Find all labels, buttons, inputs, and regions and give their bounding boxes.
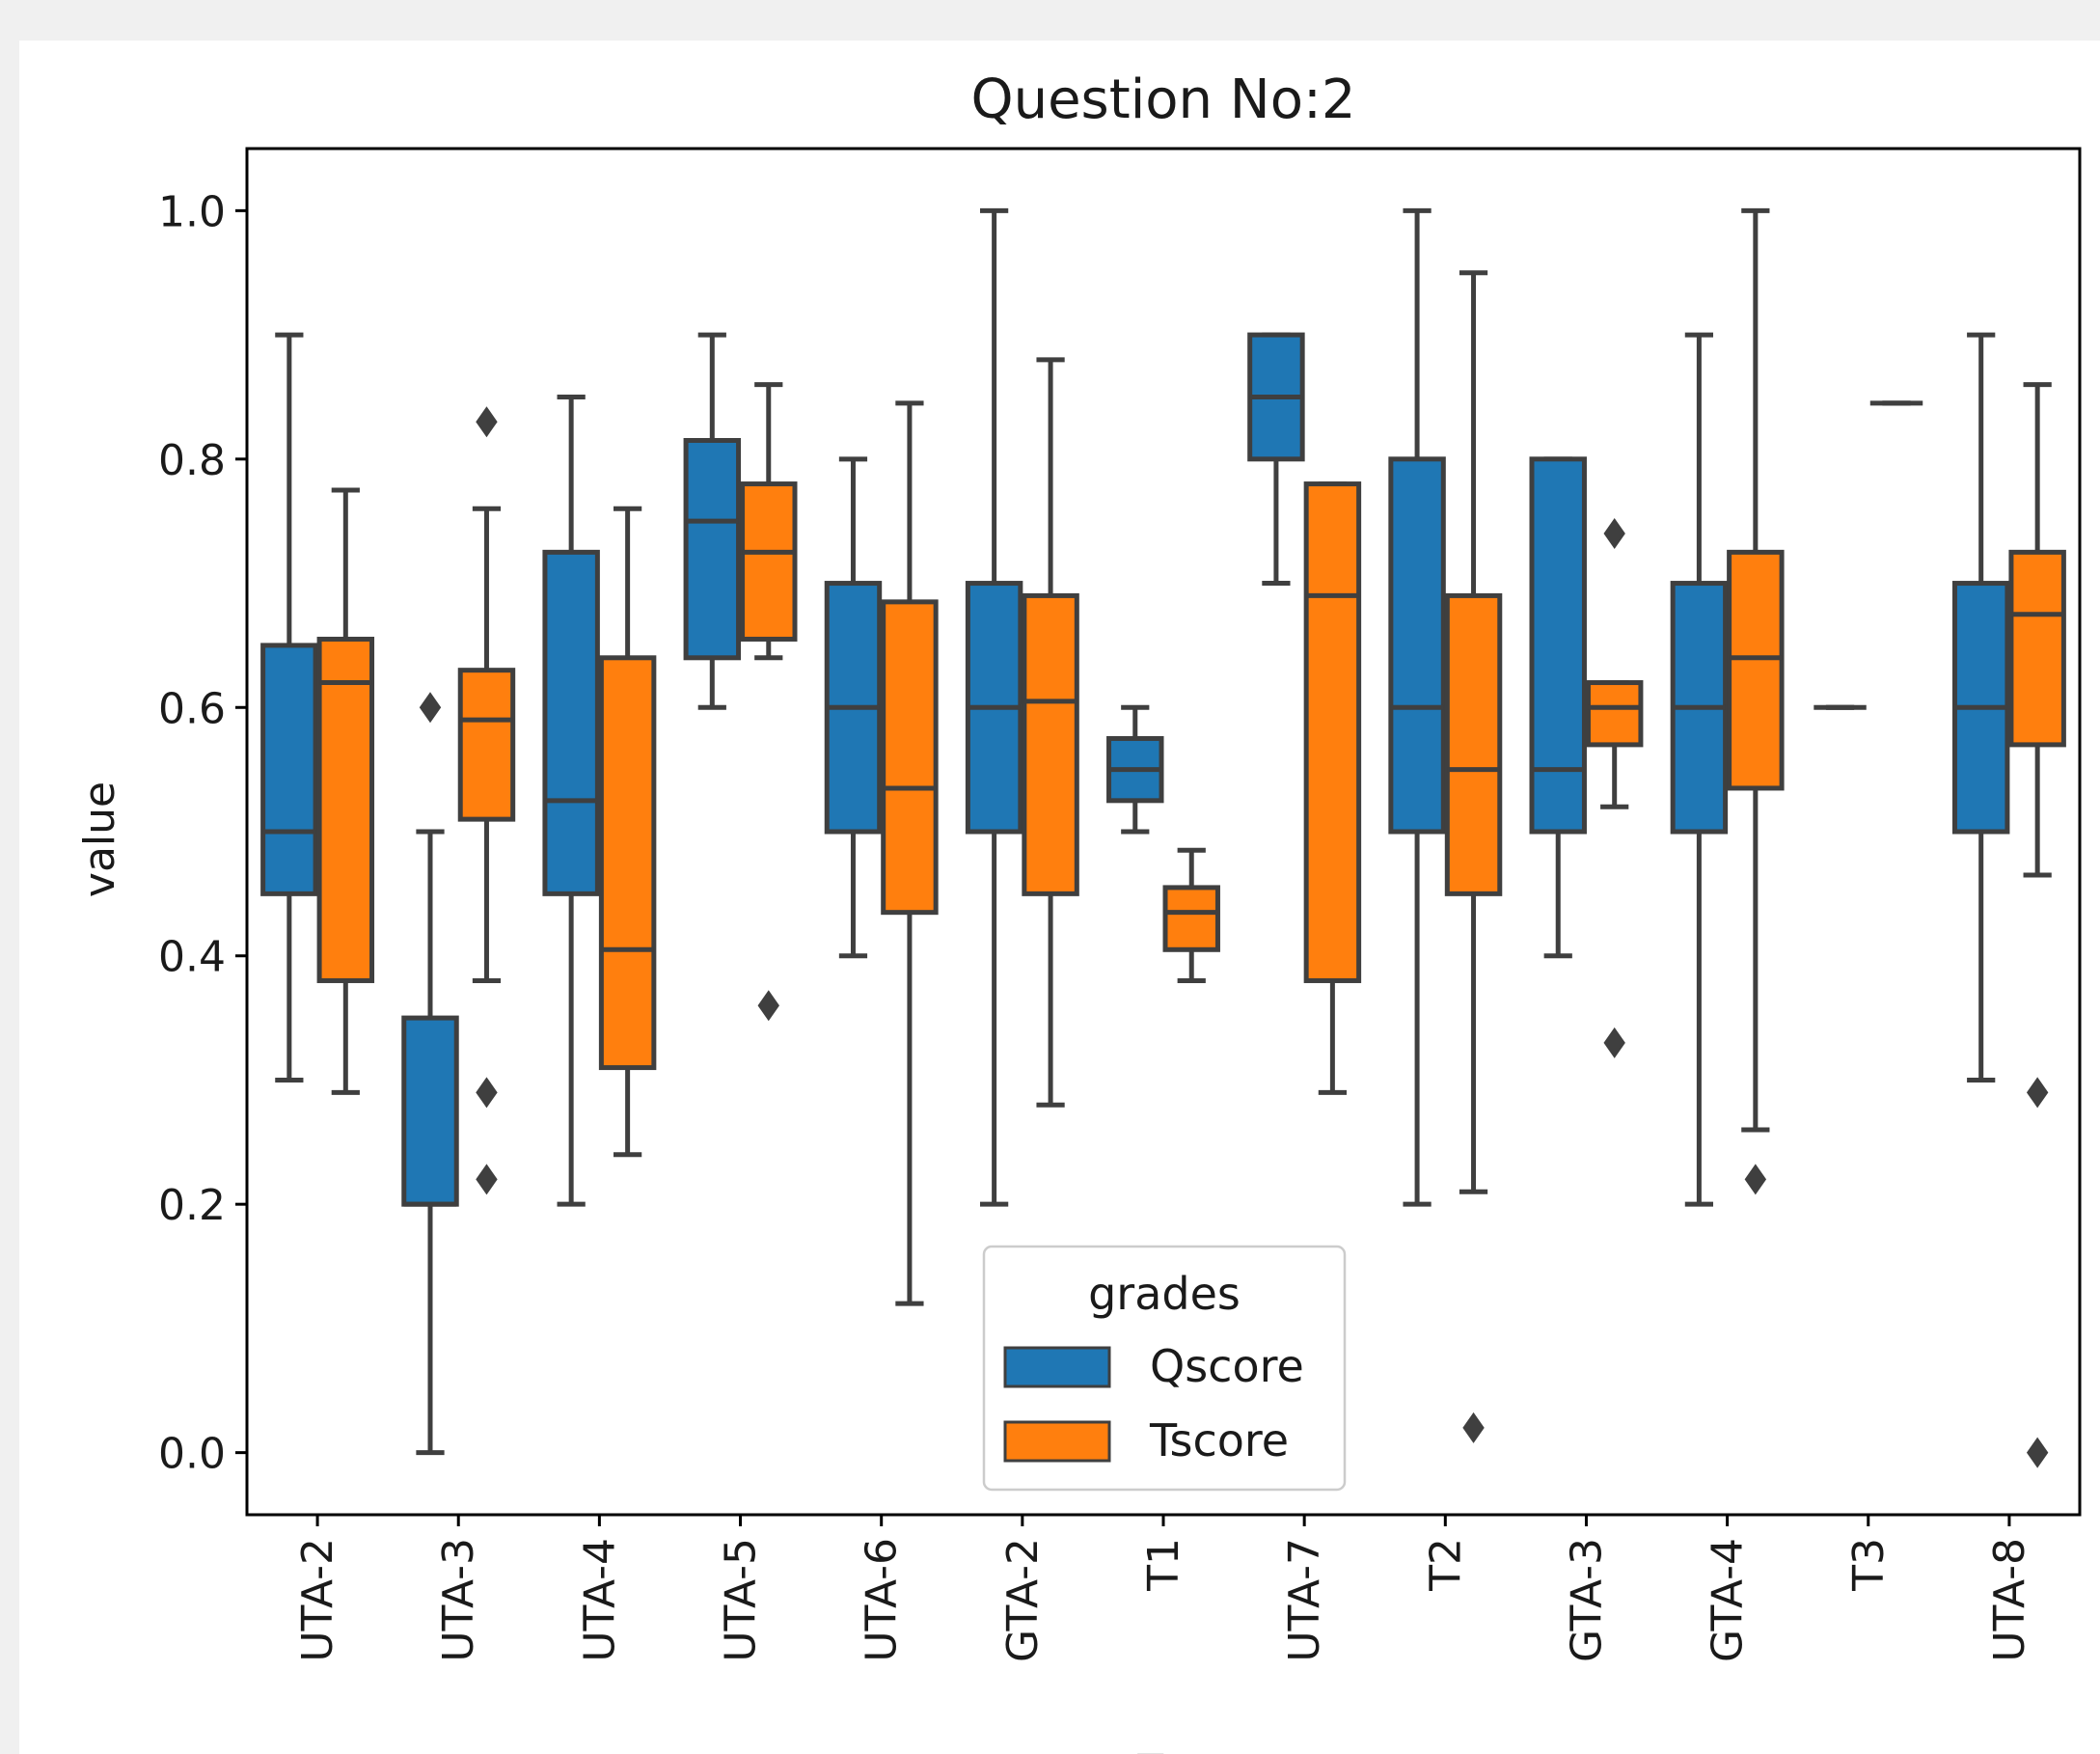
x-tick-label: GTA-4 [1704,1538,1753,1662]
box-qscore-uta-8 [1951,332,2010,1083]
box-tscore-gta-3 [1585,518,1644,1058]
box-iqr [457,668,516,822]
box-iqr [1022,592,1079,896]
x-axis-label: TA [1136,1746,1189,1754]
y-tick-label: 0.6 [158,684,226,733]
box-qscore-uta-3 [401,692,459,1456]
x-axis: UTA-2 UTA-3 UTA-4 UTA-5 UTA-6 GTA-2 T1 UTA-7 T2 G… [293,1515,2034,1662]
box-qscore-t2 [1388,207,1446,1207]
box-iqr [1727,549,1785,791]
box-tscore-uta-4 [598,506,657,1158]
y-tick-label: 1.0 [158,187,226,236]
x-tick-label: T3 [1844,1538,1894,1592]
box-qscore-uta-5 [683,332,742,710]
legend-swatch-qscore [1003,1346,1111,1388]
y-axis: 0.0 0.2 0.4 0.6 0.8 1.0 [158,187,247,1479]
chart-title: Question No:2 [971,69,1356,131]
box-tscore-gta-4 [1727,207,1785,1195]
legend-swatch-tscore [1003,1420,1111,1463]
x-tick-label: GTA-2 [998,1538,1048,1662]
box-tscore-uta-8 [2008,382,2066,1468]
box-iqr [1585,680,1644,748]
x-tick-label: UTA-3 [434,1538,483,1662]
box-tscore-uta-6 [881,400,939,1306]
x-tick-label: T1 [1139,1538,1188,1592]
box-tscore-uta-5 [740,382,798,1022]
x-tick-label: UTA-8 [1985,1538,2034,1662]
box-qscore-gta-4 [1670,332,1729,1207]
figure-panel: Question No:2 0.0 0.2 0.4 0.6 0.8 1.0 UTA-2 UT… [19,41,2100,1754]
y-tick-label: 0.8 [158,436,226,485]
box-iqr [1529,456,1587,835]
outlier-marker [757,990,779,1022]
box-iqr [598,655,657,1071]
x-tick-label: UTA-5 [717,1538,766,1662]
outlier-marker [2026,1437,2049,1468]
y-tick-label: 0.2 [158,1181,226,1230]
x-tick-label: UTA-6 [858,1538,907,1662]
box-tscore-uta-3 [457,406,516,1195]
legend-label-qscore: Qscore [1150,1340,1304,1392]
box-iqr [1162,885,1220,952]
outlier-marker [1603,518,1625,550]
box-iqr [881,599,939,916]
box-iqr [260,643,318,896]
x-tick-label: UTA-2 [293,1538,342,1662]
box-qscore-uta-6 [824,456,883,959]
box-tscore-uta-2 [316,487,375,1095]
box-qscore-uta-2 [260,332,318,1083]
box-iqr [316,636,375,983]
box-iqr [1388,456,1446,835]
box-tscore-uta-7 [1303,481,1362,1095]
y-axis-label: value [75,781,124,897]
outlier-marker [1462,1411,1485,1443]
box-iqr [740,481,798,642]
x-tick-label: GTA-3 [1562,1538,1611,1662]
x-tick-label: UTA-7 [1280,1538,1329,1662]
x-tick-label: T2 [1421,1538,1470,1592]
legend-title: grades [1088,1268,1241,1320]
box-qscore-t1 [1106,704,1164,835]
box-iqr [1444,592,1503,896]
outlier-marker [476,406,498,438]
outlier-marker [2026,1077,2049,1109]
x-tick-label: UTA-4 [575,1538,624,1662]
y-tick-label: 0.0 [158,1430,226,1479]
box-plot-chart: Question No:2 0.00.20.40.60.81.0 UTA-2 UT… [75,69,2082,1754]
box-tscore-t1 [1162,847,1220,983]
box-iqr [1303,481,1362,983]
box-iqr [683,438,742,661]
box-iqr [542,549,600,896]
legend: grades Qscore Tscore [982,1245,1347,1492]
outlier-marker [476,1164,498,1195]
box-tscore-t2 [1444,270,1503,1443]
outlier-marker [1744,1164,1767,1195]
outlier-marker [1603,1027,1625,1058]
y-tick-label: 0.4 [158,933,226,982]
box-qscore-uta-7 [1247,332,1305,587]
legend-label-tscore: Tscore [1149,1414,1289,1466]
box-iqr [2008,549,2066,748]
box-tscore-gta-2 [1022,357,1079,1108]
box-iqr [401,1015,459,1207]
box-qscore-gta-2 [965,207,1023,1207]
box-qscore-uta-4 [542,394,600,1207]
outlier-marker [419,692,442,724]
plot-area [260,207,2066,1468]
outlier-marker [476,1077,498,1109]
box-qscore-gta-3 [1529,456,1587,959]
